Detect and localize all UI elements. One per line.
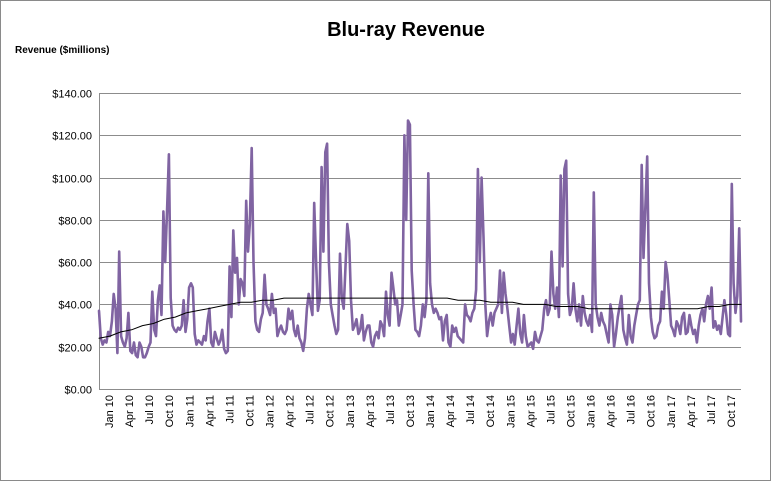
- x-tick-label: Oct 16: [646, 395, 658, 427]
- x-tick-label: Oct 12: [325, 395, 337, 427]
- y-tick-label: $80.00: [58, 216, 92, 228]
- x-tick-label: Jan 17: [666, 395, 678, 428]
- x-tick-label: Jan 13: [345, 395, 357, 428]
- x-tick-label: Oct 14: [485, 395, 497, 427]
- y-tick-label: $100.00: [52, 174, 92, 186]
- y-tick-label: $120.00: [52, 131, 92, 143]
- series-layer: [97, 119, 743, 359]
- x-tick-label: Oct 15: [566, 395, 578, 427]
- x-tick-label: Apr 10: [124, 395, 136, 427]
- x-tick-label: Jul 12: [305, 395, 317, 424]
- x-tick-label: Jul 11: [224, 395, 236, 424]
- x-tick-label: Jan 11: [184, 395, 196, 427]
- gridlines: [99, 93, 741, 390]
- x-tick-labels: Jan 10 Apr 10 Jul 10 Oct 10 Jan 11 Apr 11 Jul …: [104, 395, 738, 428]
- y-tick-label: $40.00: [58, 300, 92, 312]
- x-tick-label: Jul 16: [626, 395, 638, 424]
- x-tick-label: Jul 13: [385, 395, 397, 424]
- chart-title: Blu-ray Revenue: [327, 19, 485, 41]
- y-axis-label: Revenue ($millions): [15, 45, 109, 56]
- y-tick-label: $0.00: [64, 385, 92, 397]
- x-tick-label: Jul 10: [144, 395, 156, 424]
- x-tick-label: Oct 11: [245, 395, 257, 427]
- x-tick-label: Apr 16: [606, 395, 618, 427]
- x-tick-label: Jan 10: [104, 395, 116, 428]
- x-tick-label: Apr 13: [365, 395, 377, 427]
- y-tick-labels: $0.00 $20.00 $40.00 $60.00 $80.00 $100.00 $120…: [52, 89, 92, 397]
- x-tick-label: Oct 13: [405, 395, 417, 427]
- y-tick-label: $140.00: [52, 89, 92, 101]
- x-tick-label: Oct 17: [726, 395, 738, 427]
- x-tick-label: Jul 15: [545, 395, 557, 424]
- x-tick-label: Jan 14: [425, 395, 437, 428]
- x-tick-label: Jul 17: [706, 395, 718, 424]
- x-tick-label: Apr 12: [285, 395, 297, 427]
- x-tick-label: Apr 15: [525, 395, 537, 427]
- y-tick-label: $20.00: [58, 343, 92, 355]
- x-tick-label: Jan 12: [265, 395, 277, 428]
- x-tick-label: Apr 11: [204, 395, 216, 427]
- y-tick-label: $60.00: [58, 258, 92, 270]
- x-tick-label: Apr 17: [686, 395, 698, 427]
- x-tick-label: Jan 16: [586, 395, 598, 428]
- x-tick-label: Jan 15: [505, 395, 517, 428]
- x-tick-label: Jul 14: [465, 395, 477, 424]
- trendline: [98, 297, 742, 339]
- x-tick-label: Oct 10: [164, 395, 176, 427]
- x-tick-label: Apr 14: [445, 395, 457, 427]
- revenue-series-line: [97, 119, 743, 359]
